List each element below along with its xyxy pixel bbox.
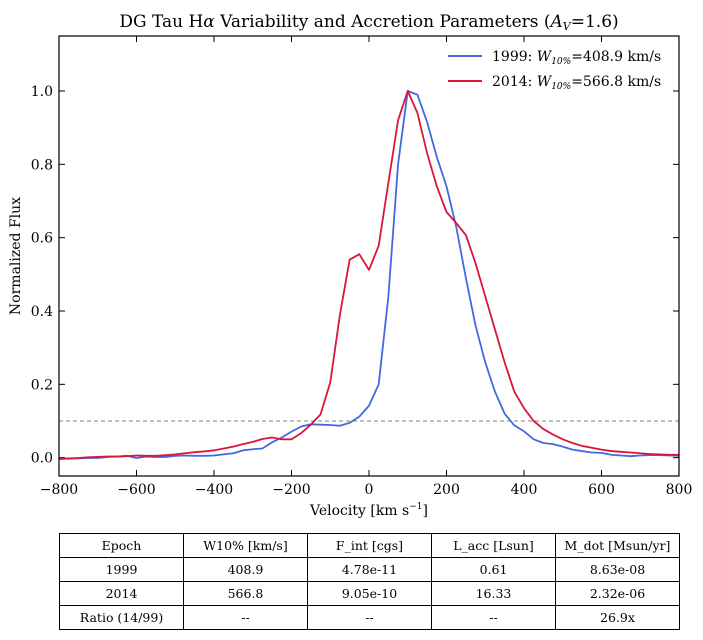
table-header-cell: L_acc [Lsun]	[431, 533, 556, 558]
x-tick-label: −600	[117, 482, 155, 498]
legend-label-1999: 1999: W10%=408.9 km/s	[492, 49, 661, 67]
y-tick-label: 0.4	[31, 304, 53, 320]
chart-title-alpha: α	[203, 12, 215, 32]
line-chart: DG Tau Hα Variability and Accretion Para…	[8, 12, 693, 519]
table-cell: Ratio (14/99)	[59, 605, 184, 630]
table-header-cell: W10% [km/s]	[183, 533, 308, 558]
y-tick-label: 1.0	[31, 84, 53, 100]
legend: 1999: W10%=408.9 km/s 2014: W10%=566.8 k…	[448, 49, 661, 92]
table-cell: 2.32e-06	[555, 581, 680, 606]
chart-title-av-value: =1.6)	[571, 12, 619, 32]
series-line-2014	[58, 90, 679, 461]
x-tick-label: −400	[195, 482, 233, 498]
y-tick-label: 0.0	[31, 451, 53, 467]
series-layer	[58, 90, 680, 461]
table-cell: --	[183, 605, 308, 630]
chart-title-av: A	[549, 12, 563, 32]
legend-epoch-1999: 1999:	[492, 49, 537, 65]
x-tick-label: −800	[40, 482, 78, 498]
x-axis-label-text: Velocity [km s	[309, 503, 409, 519]
table-cell: 16.33	[431, 581, 556, 606]
y-tick-label: 0.2	[31, 377, 53, 393]
table-header-cell: Epoch	[59, 533, 184, 558]
x-tick-label: −200	[272, 482, 310, 498]
table-cell: 9.05e-10	[307, 581, 432, 606]
table-cell: 1999	[59, 557, 184, 582]
x-axis-label-exp: −1	[409, 502, 422, 512]
x-tick-label: 400	[511, 482, 538, 498]
legend-w-1999: W	[537, 49, 553, 65]
legend-value-2014: =566.8 km/s	[571, 74, 661, 90]
table-cell: 0.61	[431, 557, 556, 582]
y-tick-label: 0.6	[31, 231, 53, 247]
legend-w-sub-2014: 10%	[551, 82, 571, 92]
chart-title-av-sub: V	[563, 20, 572, 33]
legend-w-sub-1999: 10%	[551, 57, 571, 67]
table-cell: 566.8	[183, 581, 308, 606]
chart-title-rest: Variability and Accretion Parameters (	[215, 12, 551, 32]
legend-value-1999: =408.9 km/s	[571, 49, 661, 65]
legend-label-2014: 2014: W10%=566.8 km/s	[492, 74, 661, 92]
table-cell: 408.9	[183, 557, 308, 582]
plot-frame	[58, 35, 680, 477]
table-row: 1999 408.9 4.78e-11 0.61 8.63e-08	[59, 557, 680, 582]
x-axis-label: Velocity [km s−1]	[309, 502, 428, 519]
axis-ticks	[58, 36, 680, 476]
table-cell: 4.78e-11	[307, 557, 432, 582]
table-cell: 26.9x	[555, 605, 680, 630]
series-line-1999	[59, 90, 680, 460]
y-tick-label: 0.8	[31, 157, 53, 173]
table-row: Ratio (14/99) -- -- -- 26.9x	[59, 605, 680, 630]
legend-w-2014: W	[537, 74, 553, 90]
y-tick-labels: 0.0 0.2 0.4 0.6 0.8 1.0	[31, 84, 53, 467]
x-tick-label: 600	[588, 482, 615, 498]
accretion-table: Epoch W10% [km/s] F_int [cgs] L_acc [Lsu…	[59, 533, 680, 630]
chart-title-main: DG Tau H	[119, 12, 203, 32]
table-header-cell: M_dot [Msun/yr]	[555, 533, 680, 558]
table-cell: --	[431, 605, 556, 630]
legend-epoch-2014: 2014:	[492, 74, 537, 90]
x-tick-labels: −800 −600 −400 −200 0 200 400 600 800	[40, 482, 693, 498]
table-header-row: Epoch W10% [km/s] F_int [cgs] L_acc [Lsu…	[59, 533, 680, 558]
y-axis-label: Normalized Flux	[8, 197, 24, 315]
x-tick-label: 0	[365, 482, 374, 498]
x-tick-label: 800	[666, 482, 693, 498]
table-cell: 2014	[59, 581, 184, 606]
x-axis-label-close: ]	[423, 503, 428, 519]
x-tick-label: 200	[433, 482, 460, 498]
table-cell: --	[307, 605, 432, 630]
table-header-cell: F_int [cgs]	[307, 533, 432, 558]
table-cell: 8.63e-08	[555, 557, 680, 582]
chart-title: DG Tau Hα Variability and Accretion Para…	[119, 12, 618, 33]
table-row: 2014 566.8 9.05e-10 16.33 2.32e-06	[59, 581, 680, 606]
